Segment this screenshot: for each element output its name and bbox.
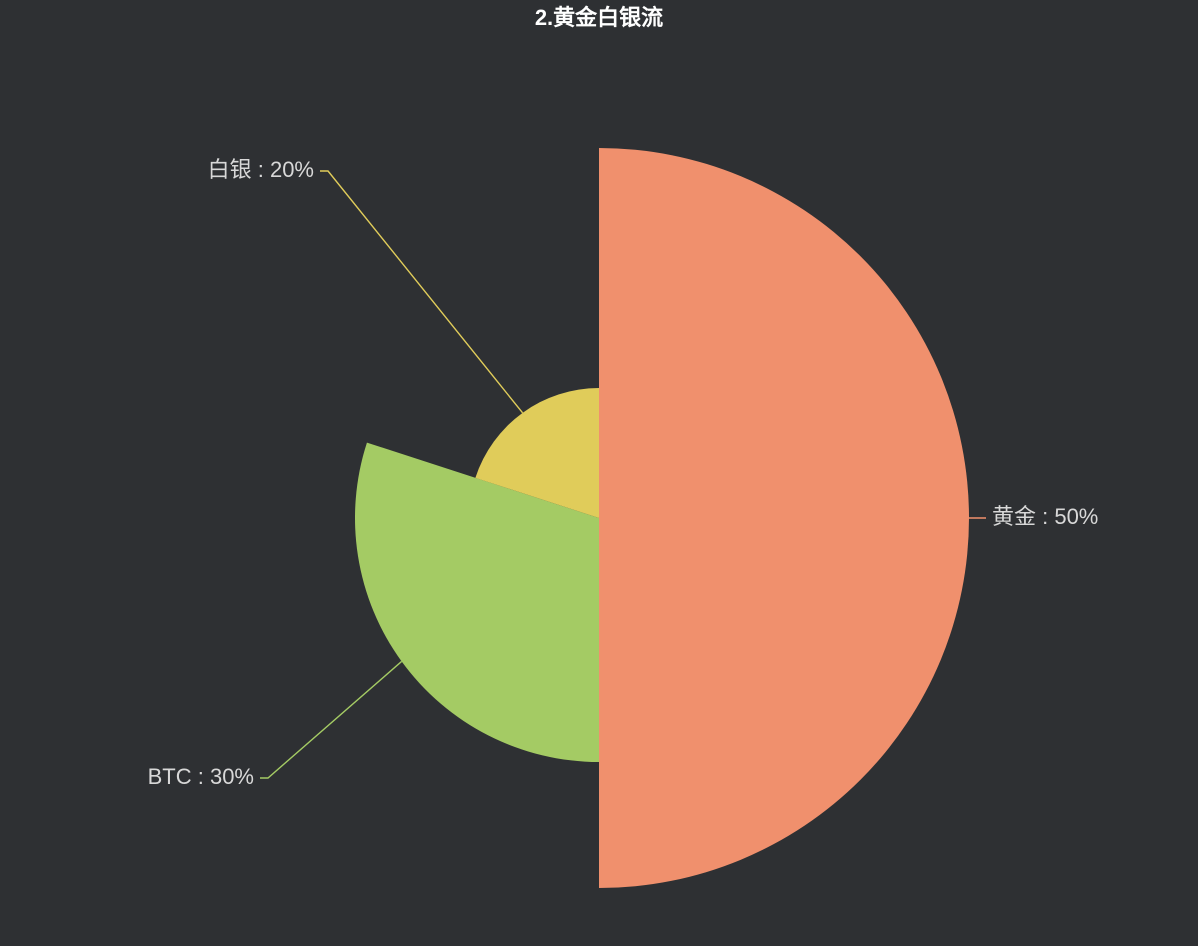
rose-pie-chart: 黄金 : 50% BTC : 30% 白银 : 20% <box>0 0 1198 946</box>
pie-slice-黄金[interactable] <box>599 148 969 888</box>
leader-line-BTC <box>260 661 402 778</box>
slice-label-BTC: BTC : 30% <box>148 764 254 789</box>
chart-stage: 2.黄金白银流 黄金 : 50% BTC : 30% 白银 : 20% <box>0 0 1198 946</box>
slice-label-黄金: 黄金 : 50% <box>992 504 1098 529</box>
slice-label-白银: 白银 : 20% <box>208 157 314 182</box>
leader-line-白银 <box>320 171 523 413</box>
chart-title: 2.黄金白银流 <box>0 0 1198 32</box>
